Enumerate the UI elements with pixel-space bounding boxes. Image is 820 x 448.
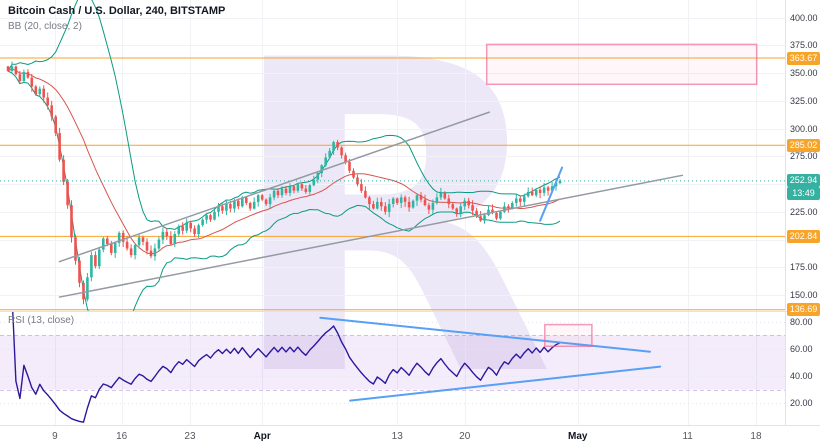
breakout-line xyxy=(539,166,564,222)
bb-indicator-label[interactable]: BB (20, close, 2) xyxy=(8,21,82,32)
current-price-badge: 252.94 xyxy=(787,174,820,188)
trendline xyxy=(58,174,684,298)
time-label: Apr xyxy=(253,431,271,442)
highlight-box xyxy=(544,323,593,348)
price-axis[interactable]: 400.00375.00350.00325.00300.00275.00250.… xyxy=(785,0,820,425)
bb-basis xyxy=(7,68,561,255)
time-label: 16 xyxy=(116,431,128,442)
rsi-wedge-line xyxy=(319,316,651,353)
price-level-badge: 363.67 xyxy=(787,51,820,65)
time-label: 20 xyxy=(459,431,471,442)
price-level-badge: 202.84 xyxy=(787,229,820,243)
rsi-tick: 20.00 xyxy=(790,398,813,409)
bb-lower xyxy=(7,70,561,311)
symbol-title[interactable]: Bitcoin Cash / U.S. Dollar, 240, BITSTAM… xyxy=(8,5,226,17)
price-tick: 375.00 xyxy=(790,40,818,51)
price-tick: 300.00 xyxy=(790,123,818,134)
time-label: 9 xyxy=(52,431,58,442)
rsi-tick: 80.00 xyxy=(790,316,813,327)
price-tick: 275.00 xyxy=(790,151,818,162)
symbol-legend: Bitcoin Cash / U.S. Dollar, 240, BITSTAM… xyxy=(8,5,225,32)
price-level-badge: 136.69 xyxy=(787,303,820,317)
price-level-badge: 285.02 xyxy=(787,138,820,152)
rsi-indicator-label[interactable]: RSI (13, close) xyxy=(8,315,75,326)
price-tick: 350.00 xyxy=(790,68,818,79)
price-tick: 150.00 xyxy=(790,290,818,301)
rsi-tick: 40.00 xyxy=(790,371,813,382)
rsi-band xyxy=(0,335,785,390)
bollinger-bands xyxy=(7,0,561,311)
time-label: 23 xyxy=(184,431,196,442)
rsi-wedge-line xyxy=(349,365,662,402)
candlesticks xyxy=(6,61,562,305)
price-tick: 225.00 xyxy=(790,206,818,217)
bb-upper xyxy=(7,0,561,230)
trendline xyxy=(58,111,491,263)
price-tick: 325.00 xyxy=(790,95,818,106)
price-tick: 400.00 xyxy=(790,12,818,23)
time-label: May xyxy=(568,431,588,442)
highlight-box xyxy=(485,43,758,86)
countdown-badge: 13:49 xyxy=(787,187,820,201)
rsi-line xyxy=(12,311,561,423)
price-tick: 175.00 xyxy=(790,262,818,273)
time-label: 11 xyxy=(682,431,693,442)
time-axis[interactable]: 9 16 23 Apr 13 20 May 11 18 xyxy=(0,425,820,448)
time-label: 18 xyxy=(750,431,762,442)
time-label: 13 xyxy=(391,431,403,442)
watermark-logo: R xyxy=(224,0,556,448)
rsi-tick: 60.00 xyxy=(790,344,813,354)
